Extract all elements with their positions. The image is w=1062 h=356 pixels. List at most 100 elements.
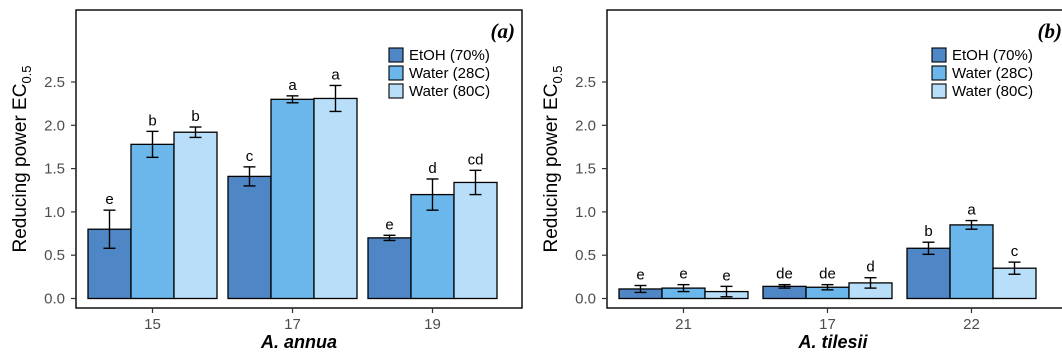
bars: e e e de de d b a c	[618, 202, 1037, 300]
significance-letter: e	[722, 267, 730, 284]
bar	[367, 237, 412, 300]
x-tick-label: 21	[675, 316, 692, 333]
legend-label: Water (80C)	[952, 83, 1033, 100]
y-axis-ticks: 0.0 0.5 1.0 1.5 2.0 2.5	[575, 74, 607, 308]
x-tick-label: 17	[284, 316, 301, 333]
legend-swatch	[388, 83, 404, 99]
bar	[906, 247, 951, 300]
x-axis-label: A. annua	[260, 332, 337, 352]
significance-letter: b	[924, 223, 932, 240]
y-tick-label: 0.5	[575, 247, 596, 264]
significance-letter: b	[148, 112, 156, 129]
legend-label: Water (80C)	[409, 83, 490, 100]
y-tick-label: 0.0	[44, 291, 65, 308]
error-bar	[103, 209, 116, 249]
bar	[313, 97, 358, 300]
legend-label: EtOH (70%)	[952, 47, 1033, 64]
significance-letter: d	[428, 160, 436, 177]
error-bar	[383, 234, 396, 242]
y-axis-label: Reducing power EC0.5	[10, 65, 34, 252]
y-tick-label: 2.5	[44, 74, 65, 91]
error-bar	[677, 283, 690, 293]
error-bar	[720, 285, 733, 298]
legend-item: Water (28C)	[931, 65, 1033, 82]
y-axis-label-subscript: 0.5	[19, 65, 34, 83]
legend-item: EtOH (70%)	[931, 47, 1033, 64]
bar	[227, 175, 272, 300]
significance-letter: e	[385, 216, 393, 233]
significance-letter: a	[967, 202, 976, 219]
panel-b: 0.0 0.5 1.0 1.5 2.0 2.5 e e e de de d b a c 21 17 22 Et…	[541, 9, 1062, 352]
legend-swatch	[931, 83, 947, 99]
significance-letter: a	[288, 77, 297, 94]
legend-item: Water (80C)	[388, 83, 490, 100]
error-bar	[146, 130, 159, 159]
x-axis-ticks: 21 17 22	[675, 308, 980, 333]
significance-letter: cd	[468, 151, 484, 168]
y-tick-label: 1.5	[44, 161, 65, 178]
legend-label: Water (28C)	[409, 65, 490, 82]
y-axis-label-subscript: 0.5	[550, 65, 565, 83]
y-axis-label-main: Reducing power EC	[541, 84, 562, 253]
legend-label: Water (28C)	[952, 65, 1033, 82]
y-tick-label: 2.0	[44, 117, 65, 134]
x-tick-label: 17	[819, 316, 836, 333]
bar	[173, 131, 218, 300]
error-bar	[778, 283, 791, 289]
y-tick-label: 2.5	[575, 74, 596, 91]
y-axis-ticks: 0.0 0.5 1.0 1.5 2.0 2.5	[44, 74, 76, 308]
significance-letter: e	[679, 266, 687, 283]
significance-letter: de	[776, 266, 793, 283]
error-bar	[469, 169, 482, 196]
error-bar	[243, 166, 256, 187]
significance-letter: c	[246, 148, 254, 165]
x-tick-label: 19	[424, 316, 441, 333]
plot-frame	[75, 9, 523, 309]
x-tick-label: 22	[963, 316, 980, 333]
significance-letter: de	[819, 266, 836, 283]
legend: EtOH (70%)Water (28C)Water (80C)	[388, 47, 490, 100]
x-axis-ticks: 15 17 19	[144, 308, 441, 333]
significance-letter: a	[331, 66, 340, 83]
panel-a: 0.0 0.5 1.0 1.5 2.0 2.5 e b b c a a e d cd 15 17 19 EtO…	[10, 9, 523, 352]
y-tick-label: 1.5	[575, 161, 596, 178]
plot-frame	[606, 9, 1062, 309]
legend-swatch	[388, 65, 404, 81]
bars: e b b c a a e d cd	[87, 66, 498, 300]
bar	[130, 143, 175, 300]
y-axis-label: Reducing power EC0.5	[541, 65, 565, 252]
y-tick-label: 2.0	[575, 117, 596, 134]
error-bar	[922, 241, 935, 256]
x-tick-label: 15	[144, 316, 161, 333]
legend-swatch	[388, 47, 404, 63]
error-bar	[634, 284, 647, 294]
significance-letter: e	[636, 267, 644, 284]
y-tick-label: 1.0	[44, 204, 65, 221]
significance-letter: e	[105, 191, 113, 208]
error-bar	[426, 178, 439, 211]
error-bar	[329, 84, 342, 113]
legend-item: EtOH (70%)	[388, 47, 490, 64]
x-axis-label: A. tilesii	[797, 332, 868, 352]
error-bar	[286, 95, 299, 104]
legend-label: EtOH (70%)	[409, 47, 490, 64]
y-tick-label: 1.0	[575, 204, 596, 221]
error-bar	[1008, 261, 1021, 275]
legend: EtOH (70%)Water (28C)Water (80C)	[931, 47, 1033, 100]
legend-swatch	[931, 65, 947, 81]
error-bar	[189, 126, 202, 139]
significance-letter: b	[191, 108, 199, 125]
panel-tag: (a)	[491, 19, 516, 43]
bar	[453, 181, 498, 300]
error-bar	[965, 219, 978, 230]
y-tick-label: 0.0	[575, 291, 596, 308]
legend-item: Water (28C)	[388, 65, 490, 82]
significance-letter: c	[1011, 243, 1019, 260]
panel-tag: (b)	[1038, 19, 1062, 43]
bar	[270, 98, 315, 300]
y-tick-label: 0.5	[44, 247, 65, 264]
legend-swatch	[931, 47, 947, 63]
bar	[949, 224, 994, 300]
significance-letter: d	[866, 259, 874, 276]
